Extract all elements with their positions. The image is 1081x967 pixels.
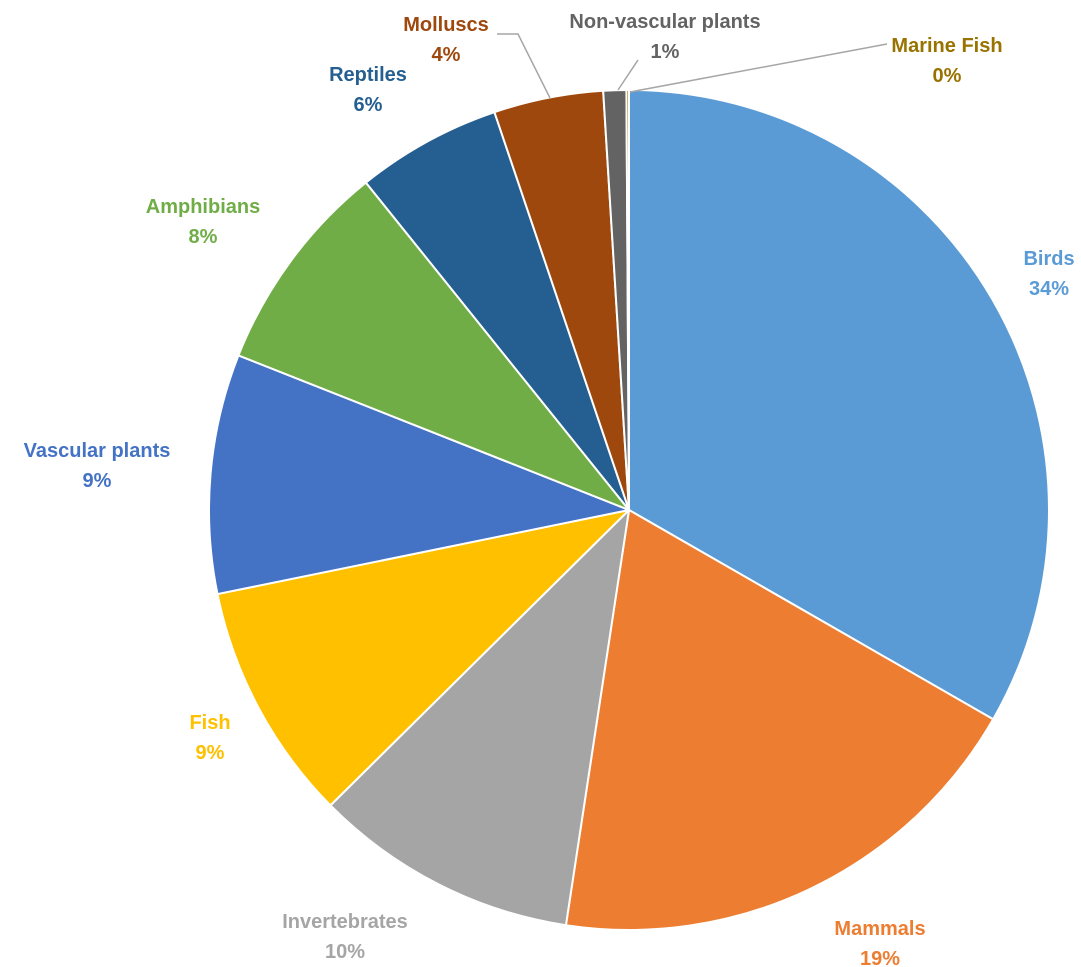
leader-line-non-vascular-plants: [617, 59, 639, 91]
slice-category-label: Fish: [189, 712, 230, 734]
slice-percent-label: 4%: [432, 44, 461, 66]
pie-slices: [208, 89, 1050, 931]
slice-percent-label: 0%: [933, 65, 962, 87]
slice-category-label: Reptiles: [329, 64, 407, 86]
leader-line-molluscs: [497, 33, 551, 99]
slice-label-mammals: Mammals 19%: [834, 918, 925, 967]
pie-slice-vascular-plants: [208, 354, 630, 596]
pie-slice-fish: [216, 509, 630, 807]
slice-label-marine-fish: Marine Fish 0%: [891, 35, 1002, 87]
slice-percent-label: 9%: [196, 742, 225, 764]
slice-percent-label: 34%: [1029, 278, 1069, 300]
slice-label-amphibians: Amphibians 8%: [146, 196, 260, 248]
slice-percent-label: 9%: [83, 470, 112, 492]
slice-label-fish: Fish 9%: [189, 712, 230, 764]
leader-lines: [497, 33, 888, 99]
pie-slice-marine-fish: [625, 89, 630, 511]
slice-category-label: Invertebrates: [282, 911, 408, 933]
slice-labels: Birds 34% Mammals 19% Invertebrates 10% Fish 9%…: [24, 11, 1075, 967]
slice-category-label: Non-vascular plants: [569, 11, 760, 33]
slice-label-reptiles: Reptiles 6%: [329, 64, 407, 116]
slice-category-label: Birds: [1023, 248, 1074, 270]
pie-slice-invertebrates: [329, 509, 630, 927]
slice-percent-label: 8%: [189, 226, 218, 248]
slice-category-label: Amphibians: [146, 196, 260, 218]
slice-category-label: Molluscs: [403, 14, 489, 36]
pie-slice-reptiles: [364, 111, 630, 511]
slice-label-non-vascular-plants: Non-vascular plants 1%: [569, 11, 760, 63]
slice-percent-label: 6%: [354, 94, 383, 116]
slice-category-label: Vascular plants: [24, 440, 171, 462]
slice-label-vascular-plants: Vascular plants 9%: [24, 440, 171, 492]
slice-label-molluscs: Molluscs 4%: [403, 14, 489, 66]
slice-category-label: Mammals: [834, 918, 925, 940]
slice-percent-label: 10%: [325, 941, 365, 963]
pie-slice-mammals: [564, 509, 995, 931]
slice-percent-label: 1%: [651, 41, 680, 63]
slice-category-label: Marine Fish: [891, 35, 1002, 57]
slice-label-birds: Birds 34%: [1023, 248, 1074, 300]
leader-line-marine-fish: [629, 43, 888, 93]
pie-slice-birds: [628, 89, 1050, 721]
slice-label-invertebrates: Invertebrates 10%: [282, 911, 408, 963]
pie-slice-amphibians: [237, 181, 630, 511]
slice-percent-label: 19%: [860, 948, 900, 967]
